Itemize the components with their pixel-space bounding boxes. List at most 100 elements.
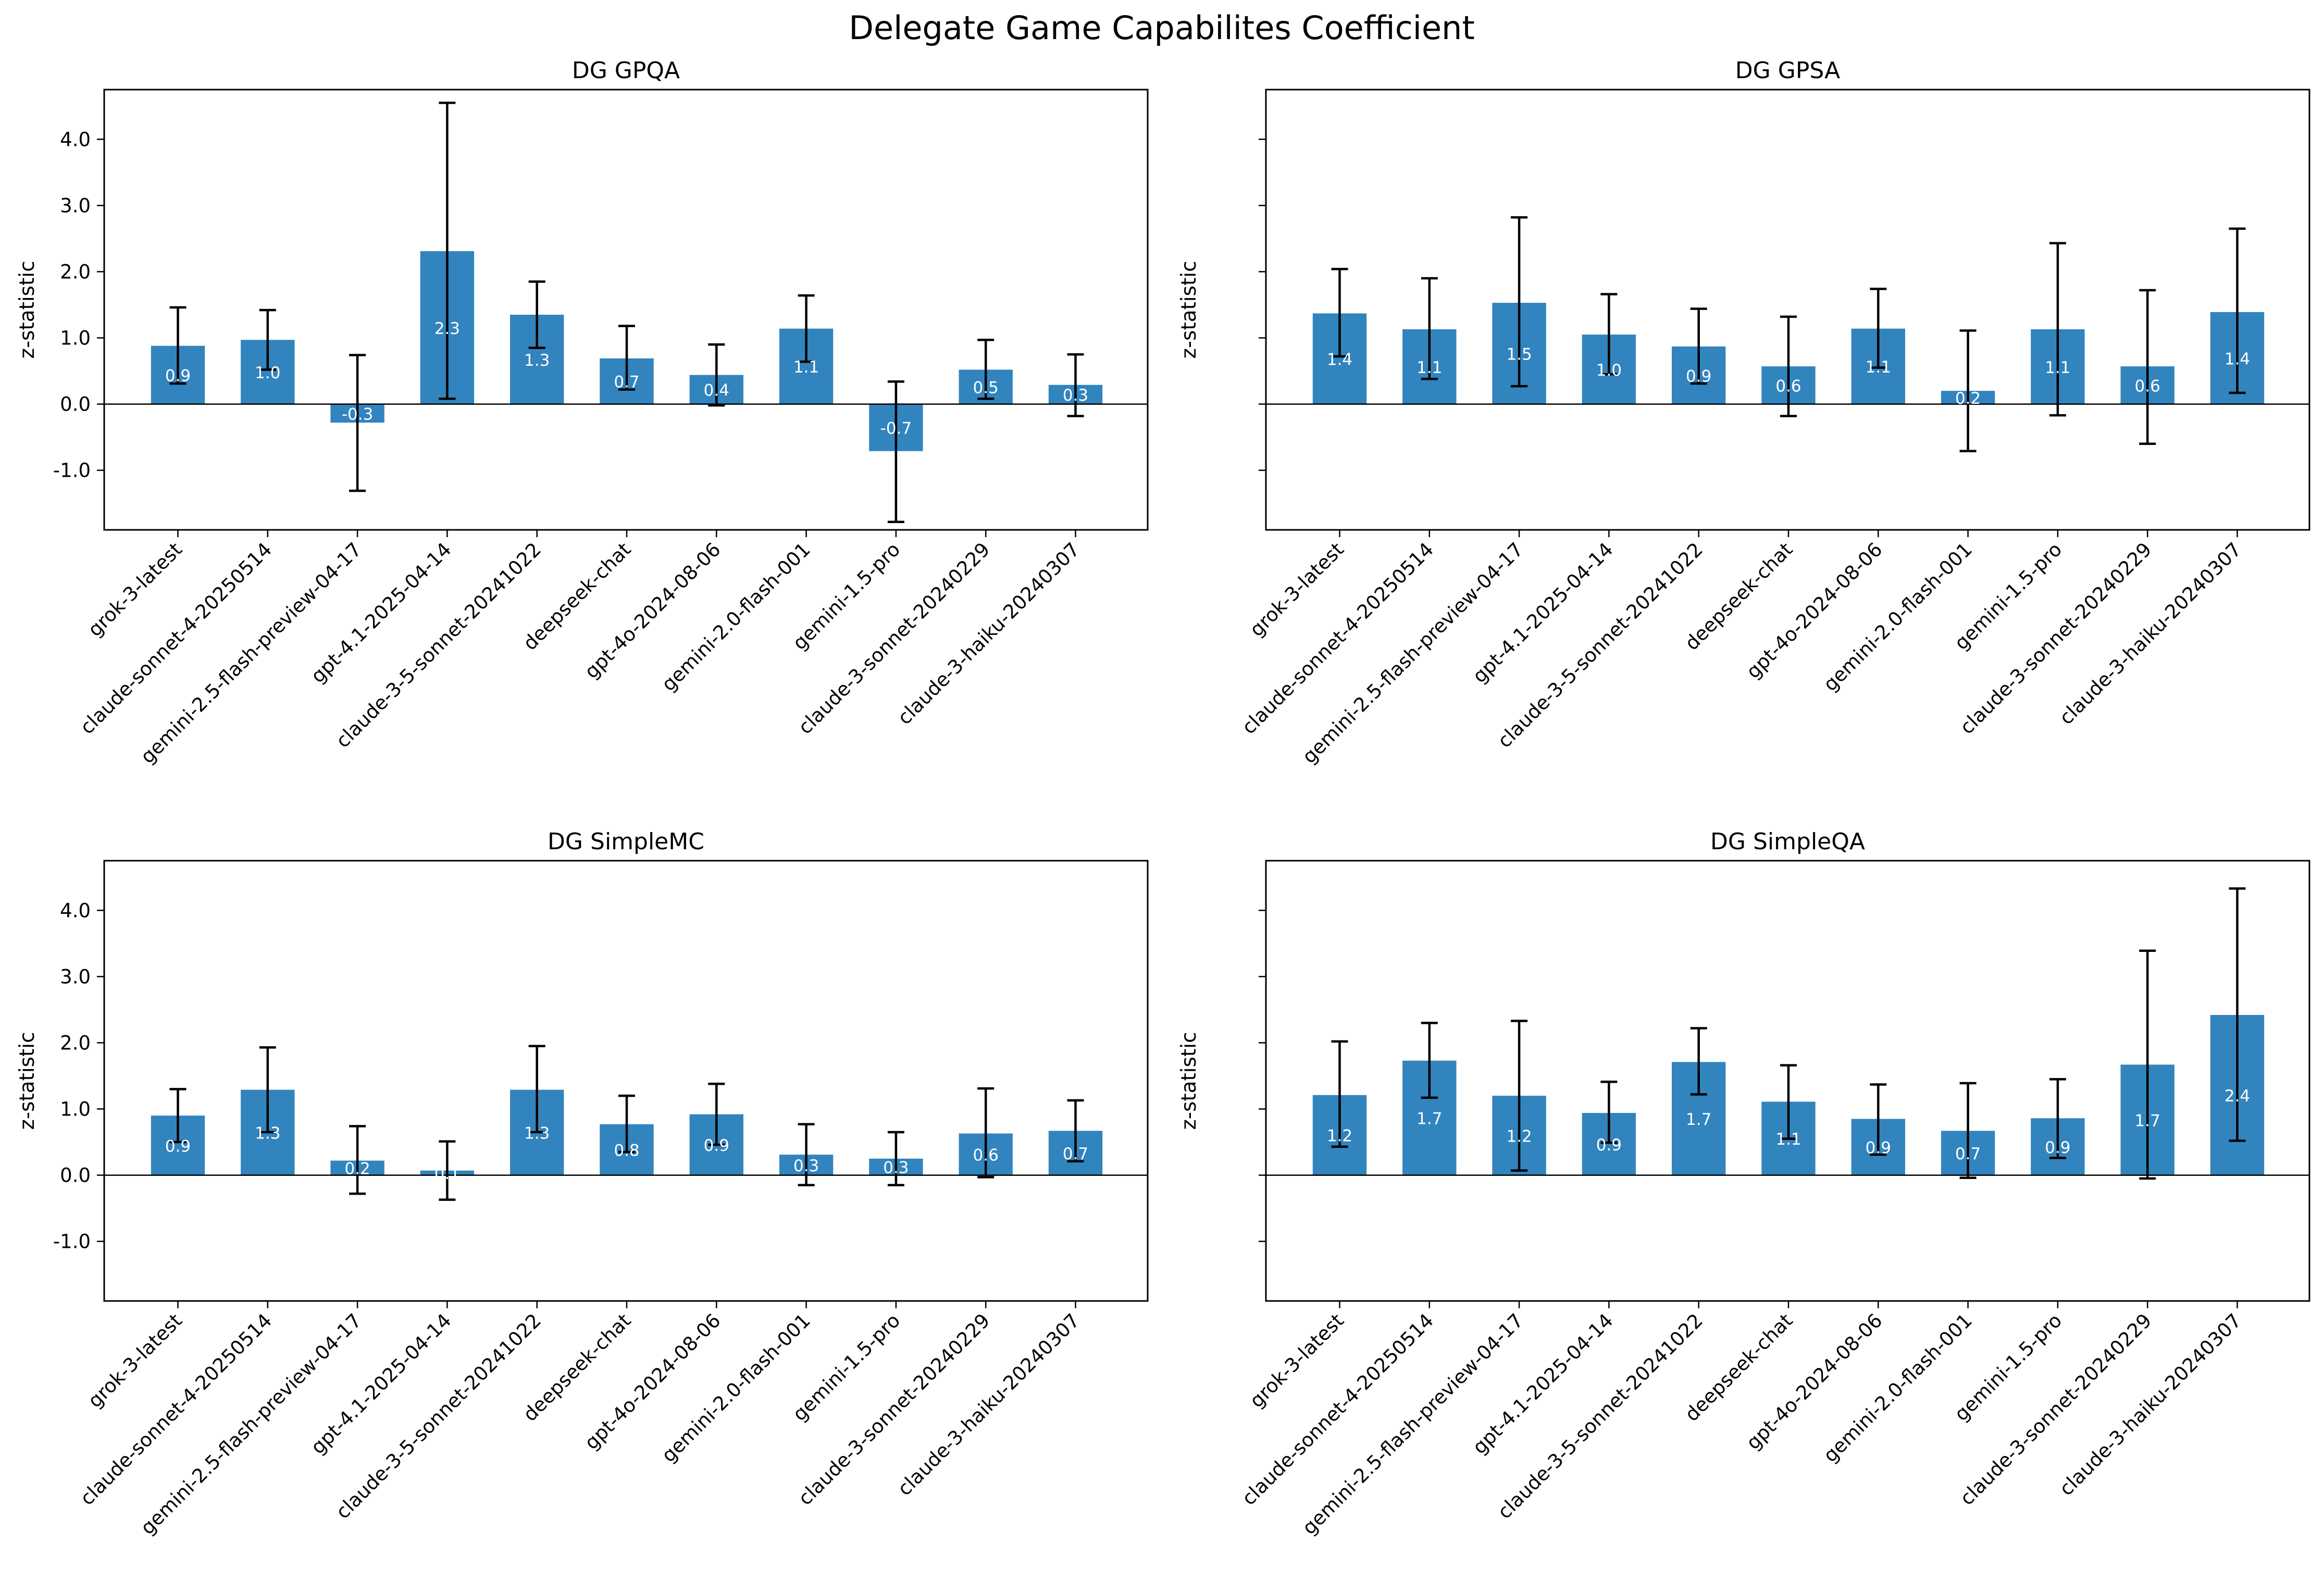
data-label-gemini-2-0-flash-001: 0.2	[1955, 389, 1981, 408]
error-bar-claude-3-5-sonnet-20241022	[1690, 307, 1707, 385]
error-bar-claude-3-5-sonnet-20241022	[1690, 1027, 1707, 1096]
error-bar-gpt-4o-2024-08-06	[1870, 288, 1887, 369]
error-bar-gemini-1-5-pro	[2049, 1078, 2066, 1159]
error-bar-gpt-4-1-2025-04-14	[1600, 293, 1618, 376]
error-bar-claude-3-sonnet-20240229	[977, 1087, 995, 1179]
y-axis-label: z-statistic	[16, 1032, 39, 1130]
plot-frame	[103, 89, 1149, 531]
y-tick-label: 3.0	[60, 965, 91, 988]
data-label-grok-3-latest: 1.4	[1327, 351, 1352, 369]
error-bar-gemini-2-5-flash-preview-04-17	[1511, 1020, 1528, 1172]
data-label-claude-sonnet-4-20250514: 1.7	[1416, 1110, 1442, 1129]
figure-title: Delegate Game Capabilites Coefficient	[849, 9, 1475, 47]
data-label-deepseek-chat: 1.1	[1775, 1130, 1801, 1149]
plot-frame	[1265, 860, 2310, 1302]
data-label-gpt-4o-2024-08-06: 0.4	[704, 381, 729, 400]
data-label-deepseek-chat: 0.8	[614, 1142, 639, 1160]
data-label-claude-sonnet-4-20250514: 1.0	[255, 364, 280, 382]
error-bar-claude-3-haiku-20240307	[1067, 1099, 1084, 1163]
data-label-gpt-4-1-2025-04-14: 1.0	[1596, 361, 1622, 380]
data-label-gpt-4o-2024-08-06: 0.9	[1866, 1139, 1891, 1158]
y-tick-label: -1.0	[53, 460, 91, 482]
data-label-gemini-2-5-flash-preview-04-17: 1.5	[1506, 345, 1532, 364]
data-label-claude-3-haiku-20240307: 0.3	[1063, 386, 1088, 405]
y-tick-label: 4.0	[60, 128, 91, 151]
error-bar-gemini-2-0-flash-001	[798, 1123, 815, 1186]
error-bar-deepseek-chat	[1780, 1064, 1797, 1140]
data-label-gemini-2-0-flash-001: 0.7	[1955, 1145, 1981, 1163]
error-bar-gemini-1-5-pro	[2049, 242, 2066, 417]
panel-title: DG GPQA	[572, 57, 680, 84]
data-label-gemini-2-0-flash-001: 1.1	[793, 358, 819, 377]
y-axis-label: z-statistic	[16, 261, 39, 358]
data-label-gpt-4o-2024-08-06: 1.1	[1866, 358, 1891, 377]
error-bar-gemini-1-5-pro	[887, 380, 904, 524]
plot-frame	[1265, 89, 2310, 531]
error-bar-claude-3-sonnet-20240229	[2139, 949, 2156, 1180]
error-bar-claude-3-sonnet-20240229	[2139, 289, 2156, 445]
data-label-gpt-4-1-2025-04-14: 0.9	[1596, 1136, 1622, 1155]
error-bar-deepseek-chat	[618, 1094, 635, 1154]
data-label-grok-3-latest: 1.2	[1327, 1127, 1352, 1146]
error-bar-gemini-2-5-flash-preview-04-17	[1511, 216, 1528, 388]
error-bar-grok-3-latest	[169, 1088, 187, 1144]
y-tick-label: 2.0	[60, 1032, 91, 1054]
error-bar-grok-3-latest	[169, 306, 187, 385]
error-bar-gpt-4o-2024-08-06	[708, 1082, 725, 1146]
error-bar-claude-3-5-sonnet-20241022	[528, 1045, 545, 1134]
y-tick-label: -1.0	[53, 1231, 91, 1253]
data-label-claude-3-sonnet-20240229: 0.6	[973, 1146, 999, 1165]
data-label-deepseek-chat: 0.7	[614, 373, 639, 392]
data-label-grok-3-latest: 0.9	[165, 367, 191, 386]
error-bar-claude-3-5-sonnet-20241022	[528, 280, 545, 349]
y-tick-label: 2.0	[60, 261, 91, 283]
data-label-grok-3-latest: 0.9	[165, 1137, 191, 1156]
error-bar-claude-3-haiku-20240307	[2229, 887, 2246, 1142]
error-bar-deepseek-chat	[1780, 315, 1797, 417]
y-tick-label: 3.0	[60, 194, 91, 217]
data-label-gemini-2-0-flash-001: 0.3	[793, 1157, 819, 1175]
data-label-claude-sonnet-4-20250514: 1.1	[1416, 358, 1442, 377]
panel-title: DG SimpleMC	[548, 828, 704, 855]
error-bar-gpt-4-1-2025-04-14	[439, 1140, 456, 1201]
data-label-claude-3-5-sonnet-20241022: 1.3	[524, 1124, 550, 1143]
error-bar-gemini-2-5-flash-preview-04-17	[349, 1125, 366, 1195]
data-label-gemini-1-5-pro: 1.1	[2045, 358, 2070, 377]
error-bar-claude-3-haiku-20240307	[1067, 353, 1084, 417]
data-label-claude-sonnet-4-20250514: 1.3	[255, 1124, 280, 1143]
data-label-deepseek-chat: 0.6	[1775, 377, 1801, 395]
error-bar-gpt-4-1-2025-04-14	[439, 102, 456, 400]
error-bar-claude-sonnet-4-20250514	[1421, 277, 1438, 380]
y-tick-label: 1.0	[60, 327, 91, 350]
y-tick-label: 4.0	[60, 899, 91, 922]
data-label-claude-3-haiku-20240307: 2.4	[2224, 1087, 2250, 1106]
data-label-claude-3-5-sonnet-20241022: 0.9	[1686, 367, 1711, 386]
data-label-claude-3-5-sonnet-20241022: 1.3	[524, 351, 550, 370]
data-label-gpt-4-1-2025-04-14: 2.3	[434, 319, 460, 338]
error-bar-gemini-2-0-flash-001	[798, 294, 815, 363]
error-bar-gemini-2-0-flash-001	[1959, 1082, 1977, 1179]
data-label-claude-3-haiku-20240307: 1.4	[2224, 350, 2250, 368]
data-label-gpt-4o-2024-08-06: 0.9	[704, 1136, 729, 1155]
y-tick-label: 0.0	[60, 1164, 91, 1187]
error-bar-gemini-1-5-pro	[887, 1131, 904, 1186]
data-label-gemini-1-5-pro: -0.7	[880, 419, 912, 438]
error-bar-gpt-4o-2024-08-06	[708, 343, 725, 407]
error-bar-claude-3-haiku-20240307	[2229, 227, 2246, 394]
error-bar-claude-sonnet-4-20250514	[1421, 1022, 1438, 1099]
error-bar-deepseek-chat	[618, 325, 635, 391]
data-label-gemini-1-5-pro: 0.3	[883, 1159, 909, 1177]
data-label-gemini-2-5-flash-preview-04-17: 0.2	[344, 1160, 370, 1179]
data-label-claude-3-5-sonnet-20241022: 1.7	[1686, 1110, 1711, 1129]
data-label-gpt-4-1-2025-04-14: 0.1	[434, 1164, 460, 1183]
error-bar-claude-sonnet-4-20250514	[259, 308, 276, 371]
data-label-claude-3-sonnet-20240229: 1.7	[2135, 1111, 2160, 1130]
error-bar-claude-3-sonnet-20240229	[977, 339, 995, 400]
error-bar-claude-sonnet-4-20250514	[259, 1046, 276, 1134]
error-bar-gpt-4-1-2025-04-14	[1600, 1081, 1618, 1144]
data-label-claude-3-sonnet-20240229: 0.5	[973, 379, 999, 398]
data-label-claude-3-sonnet-20240229: 0.6	[2135, 377, 2160, 395]
error-bar-grok-3-latest	[1331, 1040, 1348, 1148]
